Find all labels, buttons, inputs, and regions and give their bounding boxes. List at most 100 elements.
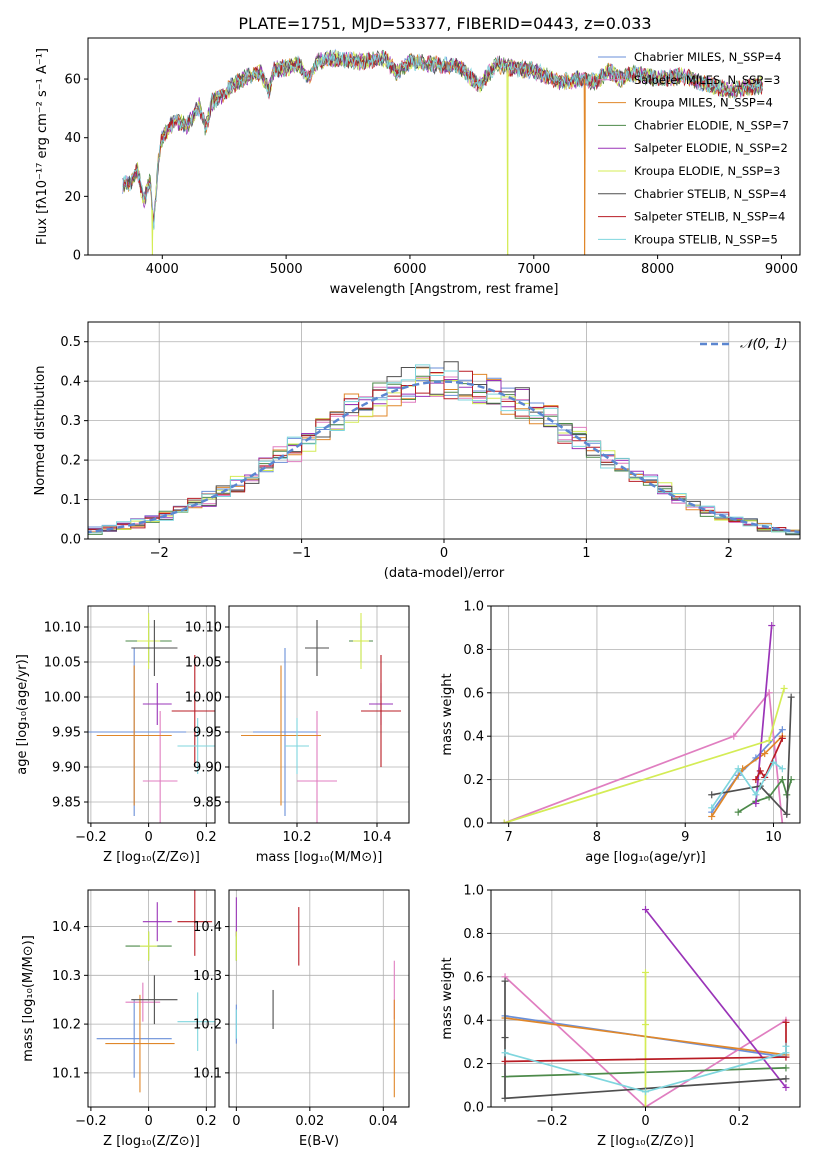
panel-weight_vs_Z: −0.2 0 0.2 0.0 0.2 0.4 0.6 0.8 1.0 Z [log₁₀(Z/Z⊙)… xyxy=(440,884,801,1149)
legend-entry: Kroupa ELODIE, N_SSP=3 xyxy=(634,164,780,178)
y-axis-label: mass weight xyxy=(440,673,455,755)
x-tick-label: 0.04 xyxy=(369,1114,398,1129)
errorbar-point xyxy=(285,718,309,774)
x-tick-label: 0 xyxy=(641,1114,649,1129)
errorbar-point xyxy=(171,655,215,767)
panel-age_vs_Z: −0.2 0 0.2 9.85 9.90 9.95 10.00 10.05 10.10 Z [lo… xyxy=(15,605,217,865)
y-tick-label: 10.1 xyxy=(52,1066,81,1081)
weight-marker xyxy=(642,906,649,914)
legend-entry: Salpeter STELIB, N_SSP=4 xyxy=(634,210,785,224)
weight-marker xyxy=(761,750,769,758)
panel-mass_vs_Z: −0.2 0 0.2 10.1 10.2 10.3 10.4 Z [log₁₀(Z/Z⊙)] m… xyxy=(21,889,217,1149)
x-tick-label: 5000 xyxy=(270,262,303,277)
x-tick-label: 0.2 xyxy=(196,1114,217,1129)
axes-frame xyxy=(490,605,801,824)
panel-age_vs_mass: 10.2 10.4 9.85 9.90 9.95 10.00 10.05 10.10 mass … xyxy=(185,605,410,865)
x-tick-label: 4000 xyxy=(146,262,179,277)
weight-marker xyxy=(708,804,716,812)
errorbar-point xyxy=(177,718,215,774)
errorbar-point xyxy=(105,994,175,1093)
weight-marker xyxy=(765,737,773,745)
weight-marker xyxy=(734,765,742,773)
x-tick-label: 9 xyxy=(681,830,689,845)
weight-marker xyxy=(708,791,716,799)
errorbar-point xyxy=(142,683,172,725)
legend: Chabrier MILES, N_SSP=4 Salpeter MILES, N… xyxy=(598,50,789,246)
weight-marker xyxy=(783,810,791,818)
x-tick-label: 0.2 xyxy=(729,1114,750,1129)
weight-marker xyxy=(734,808,742,816)
errorbar-point xyxy=(96,999,172,1078)
errorbar-point xyxy=(131,620,178,676)
weight-line xyxy=(503,688,785,823)
plot-area xyxy=(501,906,790,1107)
y-tick-label: 10.3 xyxy=(193,969,222,984)
weight-marker xyxy=(778,726,786,734)
weight-marker xyxy=(782,1018,790,1026)
grid xyxy=(88,890,215,1107)
y-tick-label: 0 xyxy=(73,249,81,264)
weight-marker xyxy=(752,776,760,784)
y-tick-label: 9.85 xyxy=(193,796,222,811)
y-axis-label: mass weight xyxy=(440,957,455,1039)
weight-marker xyxy=(501,1094,509,1102)
y-tick-label: 10.1 xyxy=(193,1066,222,1081)
y-tick-label: 0.8 xyxy=(463,927,484,942)
y-tick-label: 10.00 xyxy=(185,691,222,706)
weight-marker xyxy=(642,1021,649,1029)
y-tick-label: 9.90 xyxy=(193,761,222,776)
x-tick-label: 6000 xyxy=(393,262,426,277)
errorbar-point xyxy=(137,613,161,669)
weight-marker xyxy=(642,1103,649,1107)
plot-area xyxy=(88,361,800,538)
weight-marker xyxy=(642,1088,649,1096)
figure-title: PLATE=1751, MJD=53377, FIBERID=0443, z=0… xyxy=(238,14,651,33)
y-axis-label: mass [log₁₀(M/M⊙)] xyxy=(21,935,36,1062)
y-tick-label: 10.05 xyxy=(44,656,81,671)
weight-marker xyxy=(782,1075,790,1083)
plot-area xyxy=(500,622,795,823)
x-tick-label: 2 xyxy=(725,546,733,561)
x-tick-label: −2 xyxy=(150,546,169,561)
y-tick-label: 10.4 xyxy=(52,920,81,935)
axes-frame xyxy=(228,605,410,824)
legend-entry: Kroupa MILES, N_SSP=4 xyxy=(634,96,773,110)
legend-entry: 𝒩(0, 1) xyxy=(740,337,787,352)
x-tick-label: −0.2 xyxy=(75,1114,107,1129)
plot-area xyxy=(88,613,215,823)
grid xyxy=(229,606,409,823)
plot-area xyxy=(241,613,401,823)
y-tick-label: 10.3 xyxy=(52,969,81,984)
x-tick-label: 1 xyxy=(582,546,590,561)
weight-marker xyxy=(787,693,795,701)
y-tick-label: 0.4 xyxy=(60,375,81,390)
y-tick-label: 0.0 xyxy=(463,817,484,832)
y-tick-label: 10.2 xyxy=(52,1018,81,1033)
errorbar-point xyxy=(139,931,158,961)
y-tick-label: 1.0 xyxy=(463,884,484,899)
weight-marker xyxy=(778,734,786,742)
plot-area xyxy=(235,897,395,1098)
y-axis-label: age [log₁₀(age/yr)] xyxy=(15,654,30,775)
x-tick-label: 0 xyxy=(144,1114,152,1129)
y-axis-label: Normed distribution xyxy=(33,366,48,496)
x-tick-label: 7000 xyxy=(517,262,550,277)
weight-marker xyxy=(778,765,786,773)
x-tick-label: 8 xyxy=(593,830,601,845)
weight-marker xyxy=(642,968,649,976)
histogram-step xyxy=(88,364,800,537)
x-tick-label: 0 xyxy=(144,830,152,845)
x-tick-label: 0.2 xyxy=(196,830,217,845)
weight-marker xyxy=(501,1034,509,1042)
y-tick-label: 0.0 xyxy=(60,533,81,548)
axes-frame xyxy=(87,37,801,256)
weight-line xyxy=(503,690,784,823)
weight-line xyxy=(755,738,784,780)
x-tick-label: 7 xyxy=(505,830,513,845)
legend-entry: Salpeter MILES, N_SSP=3 xyxy=(634,73,780,87)
plot-area xyxy=(96,890,215,1093)
y-tick-label: 10.2 xyxy=(193,1018,222,1033)
errorbar-point xyxy=(142,711,178,823)
x-tick-label: −1 xyxy=(292,546,311,561)
y-tick-label: 0.5 xyxy=(60,335,81,350)
